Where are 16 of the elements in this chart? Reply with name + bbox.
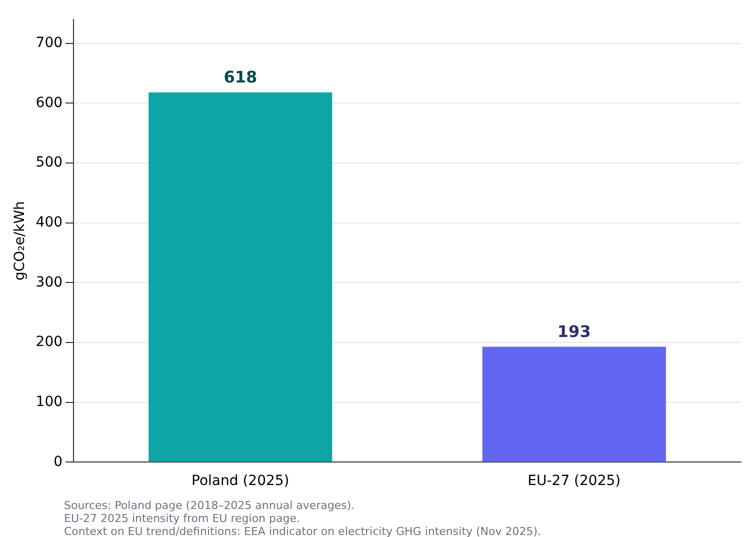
y-tick-label: 300 bbox=[36, 274, 63, 290]
x-tick-label: Poland (2025) bbox=[192, 473, 290, 490]
text: Context on EU trend/definitions: EEA indicator on electricity GHG intensity (Nov 2025). bbox=[64, 525, 542, 537]
source-note: Sources: Poland page (2018–2025 annual averages). bbox=[64, 499, 356, 512]
text: EU-27 2025 intensity from EU region page. bbox=[64, 512, 301, 525]
data-label: 618 bbox=[224, 68, 258, 87]
y-tick-label: 400 bbox=[36, 214, 63, 230]
y-tick-label: 100 bbox=[36, 394, 63, 410]
y-tick-label: 500 bbox=[36, 154, 63, 171]
y-axis-title: gCO₂e/kWh bbox=[12, 201, 28, 281]
y-tick-label: 600 bbox=[36, 94, 63, 111]
y-tick-label: 0 bbox=[54, 454, 63, 470]
y-tick-label: 200 bbox=[36, 334, 63, 350]
x-tick-label: EU-27 (2025) bbox=[528, 473, 621, 490]
y-tick-label: 700 bbox=[36, 34, 63, 51]
data-label: 193 bbox=[557, 322, 591, 341]
